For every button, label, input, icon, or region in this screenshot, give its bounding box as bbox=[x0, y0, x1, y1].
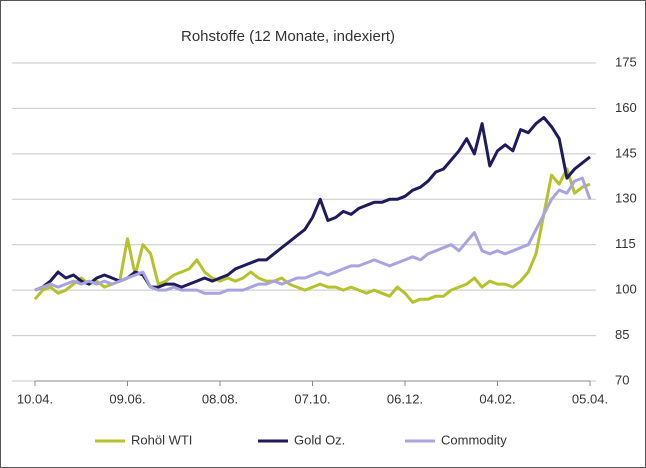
y-tick-label: 70 bbox=[615, 372, 629, 387]
legend-label: Rohöl WTI bbox=[131, 432, 192, 447]
x-tick-label: 04.02. bbox=[479, 391, 515, 406]
chart-title: Rohstoffe (12 Monate, indexiert) bbox=[181, 28, 395, 45]
y-tick-label: 130 bbox=[615, 191, 637, 206]
legend-label: Gold Oz. bbox=[294, 432, 345, 447]
x-tick-label: 08.08. bbox=[202, 391, 238, 406]
y-tick-label: 100 bbox=[615, 282, 637, 297]
x-tick-label: 10.04. bbox=[17, 391, 53, 406]
y-tick-label: 145 bbox=[615, 145, 637, 160]
y-tick-label: 175 bbox=[615, 54, 637, 69]
x-tick-label: 05.04. bbox=[572, 391, 608, 406]
legend-label: Commodity bbox=[441, 432, 507, 447]
y-tick-label: 85 bbox=[615, 327, 629, 342]
line-series bbox=[33, 167, 591, 304]
x-tick-label: 09.06. bbox=[109, 391, 145, 406]
y-tick-label: 160 bbox=[615, 100, 637, 115]
y-tick-label: 115 bbox=[615, 236, 636, 251]
x-tick-label: 06.12. bbox=[387, 391, 423, 406]
line-series bbox=[34, 176, 592, 295]
x-tick-label: 07.10. bbox=[294, 391, 330, 406]
